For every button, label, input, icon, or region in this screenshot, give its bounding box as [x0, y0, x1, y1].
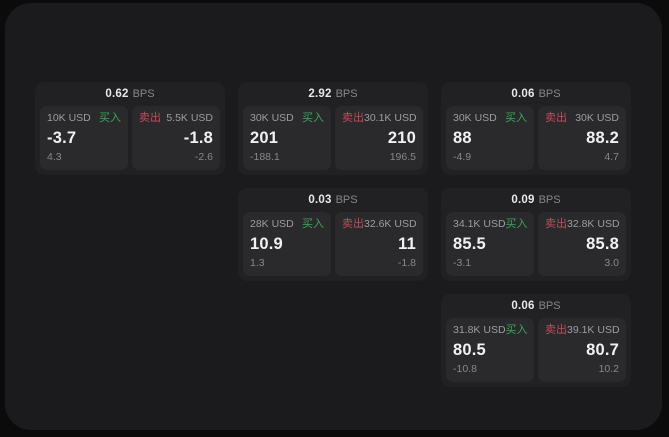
sell-price: 11: [398, 235, 416, 253]
trading-panel: 0.62 BPS 10K USD 买入 -3.7 4.3 卖出 5.5K USD: [5, 3, 662, 430]
spread-header: 0.06 BPS: [446, 294, 626, 318]
sell-delta: 196.5: [389, 151, 416, 163]
buy-delta: 1.3: [250, 257, 265, 269]
sell-price: 210: [387, 129, 416, 147]
sell-amount: 30K USD: [575, 112, 619, 124]
sell-label: 卖出: [545, 324, 567, 336]
quote-card-1: 0.62 BPS 10K USD 买入 -3.7 4.3 卖出 5.5K USD: [35, 82, 225, 175]
sell-delta: 10.2: [598, 363, 619, 375]
sell-label: 卖出: [545, 218, 567, 230]
quote-card-3: 0.06 BPS 30K USD 买入 88 -4.9 卖出 30K USD: [441, 82, 631, 175]
buy-price: 10.9: [250, 235, 283, 253]
buy-quote-tile[interactable]: 30K USD 买入 88 -4.9: [446, 106, 534, 170]
spread-unit: BPS: [335, 194, 358, 206]
spread-value: 0.06: [511, 300, 535, 312]
buy-price: 80.5: [453, 341, 486, 359]
buy-delta: -3.1: [453, 257, 472, 269]
buy-delta: -4.9: [453, 151, 472, 163]
buy-delta: 4.3: [47, 151, 62, 163]
spread-unit: BPS: [132, 88, 155, 100]
buy-label: 买入: [505, 324, 528, 336]
spread-value: 0.06: [511, 88, 535, 100]
quote-card-4: 0.03 BPS 28K USD 买入 10.9 1.3 卖出 32.6K US…: [238, 188, 428, 281]
quote-card-6: 0.06 BPS 31.8K USD 买入 80.5 -10.8 卖出 39.1…: [441, 294, 631, 387]
sell-quote-tile[interactable]: 卖出 30K USD 88.2 4.7: [538, 106, 626, 170]
quote-card-2: 2.92 BPS 30K USD 买入 201 -188.1 卖出 30.1K …: [238, 82, 428, 175]
buy-quote-tile[interactable]: 10K USD 买入 -3.7 4.3: [40, 106, 128, 170]
sell-price: 88.2: [586, 129, 619, 147]
spread-header: 0.62 BPS: [40, 82, 220, 106]
quote-card-5: 0.09 BPS 34.1K USD 买入 85.5 -3.1 卖出 32.8K…: [441, 188, 631, 281]
spread-header: 0.03 BPS: [243, 188, 423, 212]
buy-amount: 10K USD: [47, 112, 91, 124]
buy-label: 买入: [302, 218, 324, 230]
buy-quote-tile[interactable]: 30K USD 买入 201 -188.1: [243, 106, 331, 170]
buy-label: 买入: [99, 112, 121, 124]
sell-quote-tile[interactable]: 卖出 32.6K USD 11 -1.8: [335, 212, 423, 276]
sell-quote-tile[interactable]: 卖出 30.1K USD 210 196.5: [335, 106, 423, 170]
buy-price: -3.7: [47, 129, 77, 147]
spread-value: 0.09: [511, 194, 535, 206]
sell-delta: 3.0: [604, 257, 619, 269]
buy-price: 85.5: [453, 235, 486, 253]
sell-quote-tile[interactable]: 卖出 5.5K USD -1.8 -2.6: [132, 106, 220, 170]
buy-amount: 31.8K USD: [453, 324, 506, 336]
buy-label: 买入: [505, 112, 527, 124]
buy-label: 买入: [302, 112, 324, 124]
spread-header: 2.92 BPS: [243, 82, 423, 106]
buy-amount: 30K USD: [453, 112, 497, 124]
spread-header: 0.06 BPS: [446, 82, 626, 106]
sell-amount: 32.6K USD: [364, 218, 417, 230]
spread-value: 0.03: [308, 194, 332, 206]
sell-price: 80.7: [586, 341, 619, 359]
buy-amount: 30K USD: [250, 112, 294, 124]
sell-amount: 5.5K USD: [166, 112, 213, 124]
sell-delta: 4.7: [604, 151, 619, 163]
sell-delta: -2.6: [194, 151, 213, 163]
buy-label: 买入: [505, 218, 528, 230]
buy-quote-tile[interactable]: 34.1K USD 买入 85.5 -3.1: [446, 212, 534, 276]
sell-label: 卖出: [342, 218, 364, 230]
spread-value: 2.92: [308, 88, 332, 100]
sell-amount: 39.1K USD: [567, 324, 620, 336]
sell-amount: 32.8K USD: [567, 218, 620, 230]
buy-delta: -10.8: [453, 363, 477, 375]
sell-label: 卖出: [342, 112, 364, 124]
sell-label: 卖出: [139, 112, 161, 124]
spread-value: 0.62: [105, 88, 129, 100]
buy-amount: 34.1K USD: [453, 218, 506, 230]
sell-delta: -1.8: [397, 257, 416, 269]
buy-amount: 28K USD: [250, 218, 294, 230]
spread-unit: BPS: [538, 300, 561, 312]
buy-price: 201: [250, 129, 279, 147]
spread-unit: BPS: [335, 88, 358, 100]
sell-label: 卖出: [545, 112, 567, 124]
sell-price: 85.8: [586, 235, 619, 253]
spread-unit: BPS: [538, 88, 561, 100]
buy-quote-tile[interactable]: 31.8K USD 买入 80.5 -10.8: [446, 318, 534, 382]
buy-quote-tile[interactable]: 28K USD 买入 10.9 1.3: [243, 212, 331, 276]
buy-delta: -188.1: [250, 151, 280, 163]
sell-quote-tile[interactable]: 卖出 32.8K USD 85.8 3.0: [538, 212, 626, 276]
sell-price: -1.8: [183, 129, 213, 147]
buy-price: 88: [453, 129, 472, 147]
spread-unit: BPS: [538, 194, 561, 206]
quote-cards-grid: 0.62 BPS 10K USD 买入 -3.7 4.3 卖出 5.5K USD: [35, 82, 631, 387]
spread-header: 0.09 BPS: [446, 188, 626, 212]
sell-amount: 30.1K USD: [364, 112, 417, 124]
sell-quote-tile[interactable]: 卖出 39.1K USD 80.7 10.2: [538, 318, 626, 382]
